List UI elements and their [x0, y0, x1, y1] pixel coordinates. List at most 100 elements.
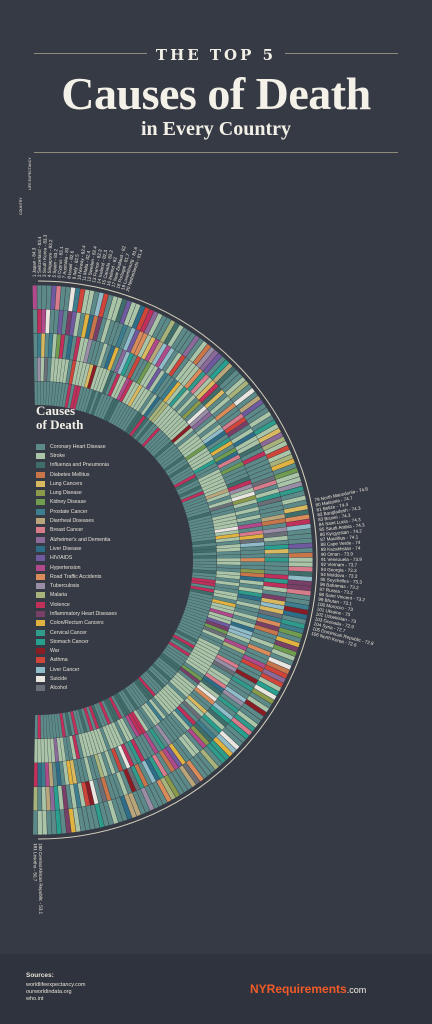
- country-segment: [144, 429, 163, 449]
- country-segment: [80, 708, 91, 732]
- legend-label: Liver Disease: [50, 545, 82, 552]
- country-segment: [242, 451, 266, 465]
- country-segment: [158, 690, 177, 710]
- country-segment: [93, 729, 104, 753]
- country-segment: [139, 363, 155, 386]
- country-segment: [83, 757, 93, 781]
- country-segment: [206, 491, 230, 503]
- country-segment: [167, 772, 184, 795]
- country-segment: [179, 435, 201, 453]
- country-segment: [144, 671, 163, 691]
- country-segment: [46, 810, 52, 835]
- country-segment: [162, 650, 183, 667]
- country-segment: [211, 512, 236, 521]
- country-label: 84 Saint Lucia - 74.3: [318, 517, 361, 527]
- legend-swatch: [36, 629, 45, 636]
- country-segment: [50, 285, 57, 310]
- country-segment: [102, 294, 114, 319]
- country-segment: [113, 376, 127, 400]
- country-segment: [167, 419, 187, 439]
- country-segment: [240, 542, 265, 548]
- country-segment: [53, 358, 59, 382]
- country-segment: [285, 597, 310, 606]
- country-segment: [173, 427, 194, 446]
- country-segment: [108, 400, 122, 424]
- country-segment: [191, 456, 214, 472]
- country-segment: [264, 664, 288, 679]
- country-segment: [59, 737, 66, 762]
- country-segment: [288, 562, 313, 567]
- country-segment: [196, 684, 218, 702]
- country-segment: [120, 408, 136, 430]
- country-segment: [73, 783, 82, 808]
- country-segment: [106, 399, 119, 422]
- country-segment: [262, 436, 286, 451]
- country-segment: [175, 476, 198, 491]
- country-segment: [77, 807, 86, 832]
- country-segment: [203, 626, 227, 638]
- country-segment: [115, 298, 127, 323]
- country-segment: [177, 482, 201, 496]
- country-segment: [229, 483, 253, 495]
- legend-swatch: [36, 638, 45, 645]
- country-segment: [194, 415, 215, 433]
- country-segment: [166, 460, 189, 476]
- country-segment: [235, 604, 260, 613]
- country-segment: [260, 432, 284, 447]
- legend-item: Malaria: [36, 591, 176, 600]
- country-segment: [187, 656, 209, 673]
- country-segment: [40, 714, 44, 739]
- country-segment: [183, 441, 205, 458]
- legend-swatch: [36, 555, 45, 562]
- country-segment: [266, 660, 290, 675]
- country-segment: [154, 374, 172, 396]
- country-segment: [209, 608, 234, 618]
- country-segment: [193, 722, 213, 743]
- country-segment: [166, 384, 184, 405]
- country-segment: [90, 804, 100, 829]
- country-segment: [165, 352, 182, 375]
- country-segment: [186, 508, 210, 519]
- country-segment: [200, 475, 224, 488]
- country-segment: [222, 373, 243, 393]
- country-segment: [156, 692, 174, 713]
- country-segment: [208, 437, 231, 453]
- country-segment: [231, 428, 254, 444]
- country-segment: [208, 498, 233, 509]
- country-segment: [50, 738, 56, 763]
- country-segment: [127, 740, 142, 764]
- country-label: 9 Italy - 82.5: [72, 253, 80, 279]
- country-segment: [169, 679, 190, 698]
- country-segment: [53, 309, 59, 334]
- country-segment: [199, 717, 219, 737]
- country-segment: [123, 354, 138, 378]
- country-segment: [107, 800, 119, 824]
- legend-swatch: [36, 601, 45, 608]
- country-segment: [98, 293, 109, 318]
- country-segment: [281, 619, 305, 629]
- country-segment: [210, 705, 231, 724]
- country-segment: [155, 659, 176, 677]
- country-segment: [207, 495, 231, 506]
- country-segment: [216, 558, 241, 562]
- country-segment: [259, 505, 284, 515]
- country-segment: [155, 345, 171, 368]
- country-segment: [127, 767, 141, 791]
- country-segment: [171, 424, 192, 443]
- country-segment: [261, 518, 286, 526]
- legend: Causes of Death Coronary Heart Disease St…: [36, 404, 176, 693]
- country-segment: [216, 554, 241, 559]
- country-segment: [51, 333, 57, 358]
- country-segment: [177, 669, 199, 687]
- country-segment: [162, 453, 183, 470]
- country-segment: [105, 372, 117, 396]
- source-line: who.int: [26, 996, 44, 1002]
- country-segment: [261, 597, 286, 606]
- legend-item: Coronary Heart Disease: [36, 442, 176, 451]
- country-segment: [69, 784, 77, 809]
- country-segment: [258, 501, 283, 511]
- country-segment: [196, 751, 216, 773]
- country-segment: [62, 712, 69, 737]
- country-segment: [261, 514, 286, 522]
- country-segment: [130, 711, 146, 734]
